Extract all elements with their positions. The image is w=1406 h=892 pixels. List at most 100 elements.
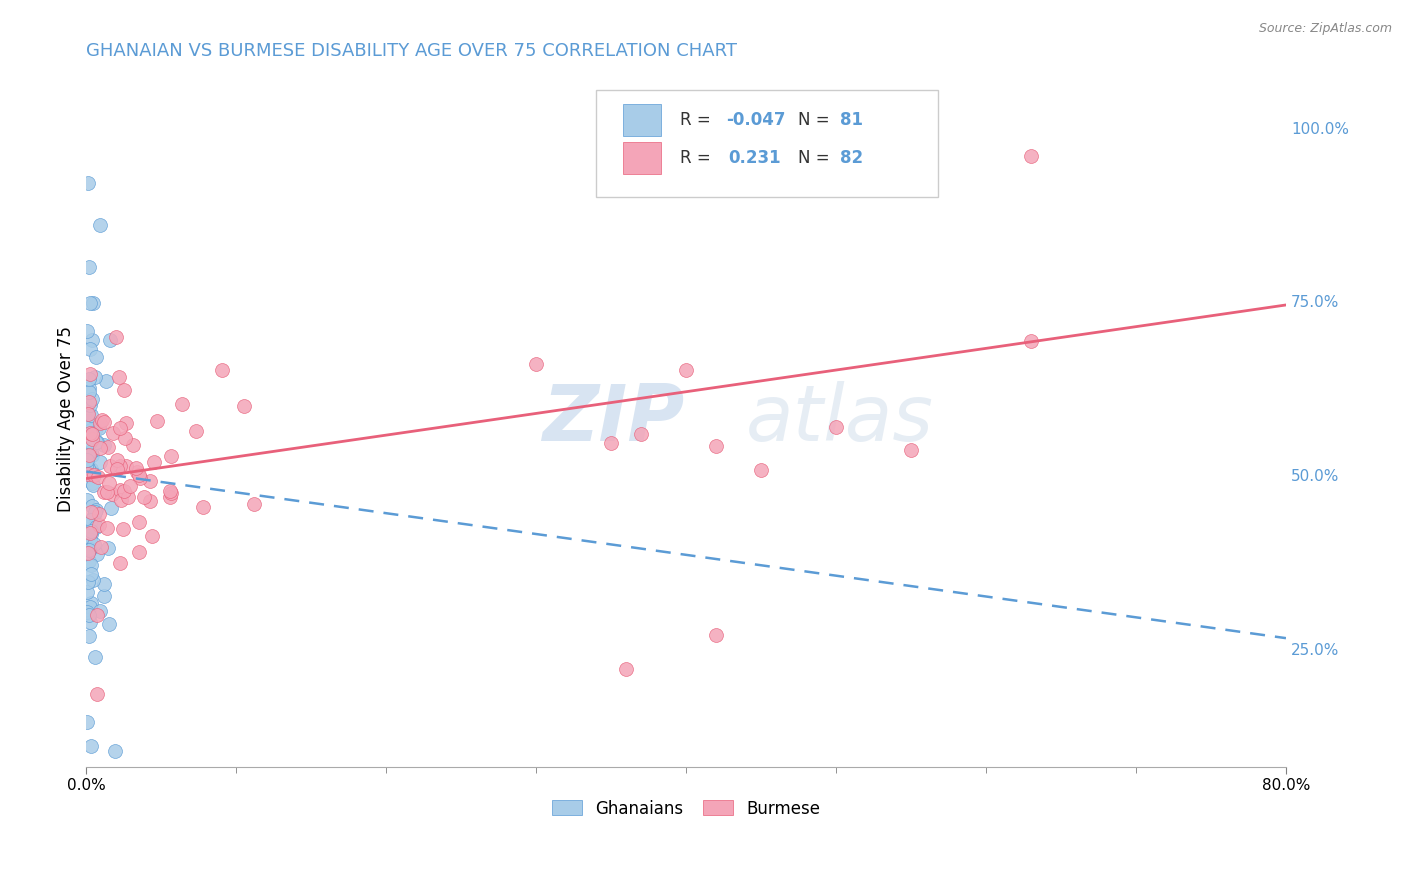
Point	[80, 333, 103, 347]
Point	[84, 649, 107, 664]
Point	[118, 479, 141, 493]
Point	[98, 333, 121, 347]
Point	[104, 744, 127, 758]
Text: 82: 82	[839, 149, 863, 167]
Point	[90, 413, 112, 427]
Point	[80, 392, 103, 406]
Point	[98, 475, 121, 490]
Point	[79, 367, 101, 381]
Point	[79, 615, 101, 629]
Point	[77, 607, 100, 622]
Text: N =: N =	[797, 149, 835, 167]
Point	[76, 531, 98, 545]
Point	[87, 420, 110, 434]
Text: -0.047: -0.047	[725, 111, 785, 128]
Point	[84, 421, 107, 435]
Point	[82, 573, 104, 587]
Point	[79, 516, 101, 530]
Point	[110, 493, 132, 508]
Point	[89, 455, 111, 469]
Point	[80, 423, 103, 437]
Point	[184, 424, 207, 438]
FancyBboxPatch shape	[623, 103, 661, 136]
Point	[77, 381, 100, 395]
Point	[105, 462, 128, 476]
Point	[83, 508, 105, 522]
Point	[112, 483, 135, 498]
Point	[79, 296, 101, 310]
Point	[141, 528, 163, 542]
Point	[82, 478, 104, 492]
Point	[87, 518, 110, 533]
Point	[83, 518, 105, 533]
Point	[77, 554, 100, 568]
Point	[84, 502, 107, 516]
Point	[80, 596, 103, 610]
Point	[160, 449, 183, 463]
Point	[172, 397, 194, 411]
Point	[76, 585, 98, 599]
Text: 0.231: 0.231	[728, 149, 780, 167]
Point	[86, 350, 108, 364]
Point	[97, 541, 120, 556]
Point	[79, 398, 101, 412]
Point	[108, 369, 131, 384]
FancyBboxPatch shape	[596, 90, 938, 197]
Point	[89, 416, 111, 430]
Point	[80, 513, 103, 527]
Point	[96, 521, 118, 535]
Point	[80, 462, 103, 476]
Point	[79, 260, 101, 274]
Point	[76, 457, 98, 471]
Point	[83, 467, 105, 482]
Point	[139, 494, 162, 508]
Point	[79, 533, 101, 548]
Point	[77, 545, 100, 559]
Point	[101, 487, 124, 501]
Point	[115, 459, 138, 474]
Point	[675, 362, 697, 376]
Text: Source: ZipAtlas.com: Source: ZipAtlas.com	[1258, 22, 1392, 36]
Point	[77, 445, 100, 459]
Point	[82, 432, 104, 446]
Point	[93, 590, 115, 604]
Point	[79, 343, 101, 357]
Point	[79, 629, 101, 643]
Point	[160, 485, 183, 500]
Text: 81: 81	[839, 111, 863, 128]
Point	[86, 435, 108, 450]
Point	[80, 739, 103, 753]
Point	[90, 541, 112, 555]
Point	[105, 453, 128, 467]
Point	[82, 427, 104, 442]
Point	[79, 600, 101, 615]
Point	[79, 526, 101, 541]
Point	[83, 369, 105, 384]
Point	[128, 545, 150, 559]
Point	[79, 541, 101, 556]
Point	[103, 426, 125, 441]
Point	[77, 532, 100, 546]
Point	[76, 453, 98, 467]
Point	[110, 556, 132, 570]
Point	[76, 467, 98, 481]
Point	[83, 505, 105, 519]
Point	[77, 404, 100, 418]
Point	[76, 493, 98, 508]
Point	[98, 458, 121, 473]
Point	[76, 605, 98, 619]
Point	[75, 458, 97, 473]
Point	[97, 440, 120, 454]
Point	[159, 490, 181, 504]
Point	[89, 218, 111, 232]
Text: ZIP: ZIP	[543, 382, 685, 458]
Point	[117, 491, 139, 505]
Point	[86, 469, 108, 483]
Point	[76, 460, 98, 475]
Point	[129, 471, 152, 485]
Point	[76, 177, 98, 191]
Point	[80, 475, 103, 490]
Point	[159, 484, 181, 499]
Point	[191, 500, 214, 515]
Point	[86, 687, 108, 701]
